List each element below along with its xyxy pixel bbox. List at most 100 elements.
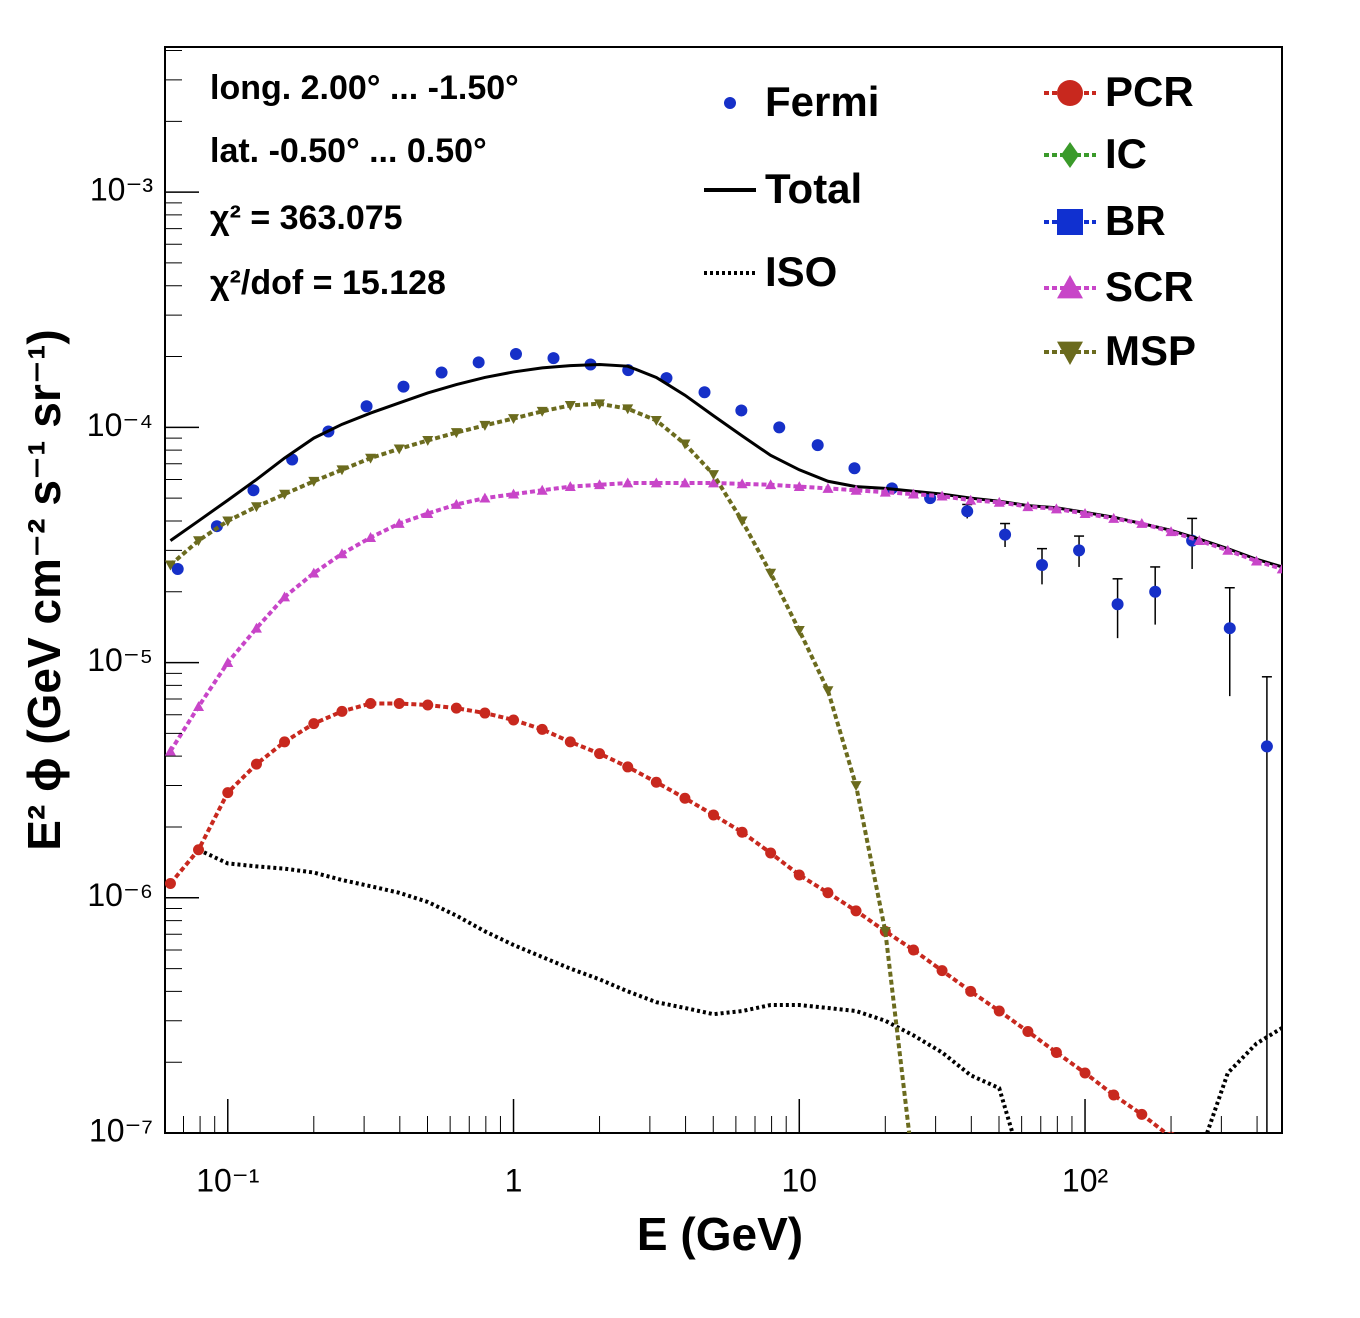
annotation: χ² = 363.075 bbox=[210, 199, 403, 237]
marker bbox=[1057, 209, 1083, 235]
marker bbox=[793, 626, 805, 636]
plot-frame bbox=[164, 46, 1283, 1134]
marker bbox=[650, 416, 662, 426]
marker bbox=[1136, 518, 1148, 528]
plot-area bbox=[165, 348, 1288, 1227]
marker bbox=[308, 476, 320, 487]
y-tick-label: 10⁻⁵ bbox=[87, 642, 153, 678]
marker bbox=[650, 776, 662, 788]
marker bbox=[594, 748, 606, 760]
marker bbox=[536, 723, 548, 735]
marker bbox=[450, 498, 462, 509]
marker bbox=[765, 568, 777, 579]
marker bbox=[907, 488, 919, 499]
marker bbox=[508, 714, 520, 726]
marker bbox=[1276, 563, 1282, 574]
marker bbox=[365, 697, 377, 709]
marker bbox=[850, 905, 862, 917]
marker bbox=[393, 444, 405, 455]
marker bbox=[736, 478, 748, 489]
marker bbox=[993, 496, 1005, 507]
marker bbox=[1277, 1216, 1288, 1227]
marker bbox=[222, 516, 234, 527]
marker bbox=[1057, 80, 1083, 106]
marker bbox=[936, 965, 948, 977]
x-tick-label: 10 bbox=[781, 1162, 817, 1198]
marker bbox=[1251, 1196, 1262, 1207]
marker bbox=[422, 436, 434, 446]
marker bbox=[793, 869, 805, 881]
marker bbox=[336, 705, 348, 717]
x-tick-label: 1 bbox=[505, 1162, 523, 1198]
marker bbox=[1111, 598, 1124, 611]
marker bbox=[1050, 1046, 1062, 1058]
marker bbox=[1222, 544, 1234, 555]
marker bbox=[222, 657, 234, 667]
marker bbox=[479, 707, 491, 719]
marker bbox=[336, 548, 348, 559]
marker bbox=[279, 736, 291, 748]
marker bbox=[165, 745, 176, 756]
legend-label: IC bbox=[1105, 130, 1147, 177]
marker bbox=[1057, 275, 1083, 299]
marker bbox=[735, 404, 748, 417]
marker bbox=[1193, 535, 1205, 546]
marker bbox=[908, 1165, 919, 1175]
annotation: long. 2.00° ... -1.50° bbox=[210, 69, 519, 107]
marker bbox=[793, 481, 805, 491]
x-tick-label: 10² bbox=[1062, 1162, 1109, 1198]
marker bbox=[822, 482, 834, 493]
marker bbox=[450, 428, 462, 439]
marker bbox=[336, 465, 348, 476]
marker bbox=[848, 462, 861, 475]
marker bbox=[1223, 622, 1236, 635]
marker bbox=[564, 481, 576, 491]
marker bbox=[393, 518, 405, 528]
marker bbox=[622, 404, 634, 415]
marker bbox=[811, 439, 824, 452]
marker bbox=[193, 844, 205, 856]
marker bbox=[193, 536, 205, 547]
marker bbox=[1250, 555, 1262, 566]
marker bbox=[698, 386, 711, 399]
marker bbox=[1079, 1067, 1091, 1079]
marker bbox=[736, 826, 748, 838]
marker bbox=[171, 562, 184, 575]
legend-label: Total bbox=[765, 165, 862, 212]
marker bbox=[622, 477, 634, 488]
marker bbox=[308, 567, 320, 578]
marker bbox=[1165, 526, 1177, 537]
marker bbox=[1108, 1089, 1120, 1101]
marker bbox=[365, 532, 377, 542]
marker bbox=[222, 787, 234, 799]
y-tick-label: 10⁻⁶ bbox=[87, 877, 153, 913]
marker bbox=[165, 878, 176, 890]
marker bbox=[393, 697, 405, 709]
annotation: lat. -0.50° ... 0.50° bbox=[210, 132, 487, 170]
marker bbox=[965, 985, 977, 997]
marker bbox=[508, 414, 520, 425]
marker bbox=[1060, 142, 1080, 168]
legend-label: PCR bbox=[1105, 68, 1194, 115]
marker bbox=[1050, 503, 1062, 514]
marker bbox=[564, 736, 576, 748]
legend-label: Fermi bbox=[765, 78, 879, 125]
y-tick-label: 10⁻³ bbox=[90, 172, 153, 208]
marker bbox=[650, 477, 662, 488]
marker bbox=[564, 400, 576, 411]
marker bbox=[422, 699, 434, 711]
marker bbox=[679, 439, 691, 450]
marker bbox=[724, 97, 736, 109]
marker bbox=[965, 494, 977, 505]
marker bbox=[435, 366, 448, 379]
marker bbox=[773, 421, 786, 434]
legend-label: ISO bbox=[765, 248, 837, 295]
marker bbox=[1057, 341, 1083, 365]
annotation: χ²/dof = 15.128 bbox=[210, 264, 446, 302]
legend-label: MSP bbox=[1105, 327, 1196, 374]
marker bbox=[250, 502, 262, 513]
marker bbox=[594, 399, 606, 410]
marker bbox=[679, 477, 691, 488]
marker bbox=[907, 944, 919, 956]
marker bbox=[1149, 585, 1162, 598]
